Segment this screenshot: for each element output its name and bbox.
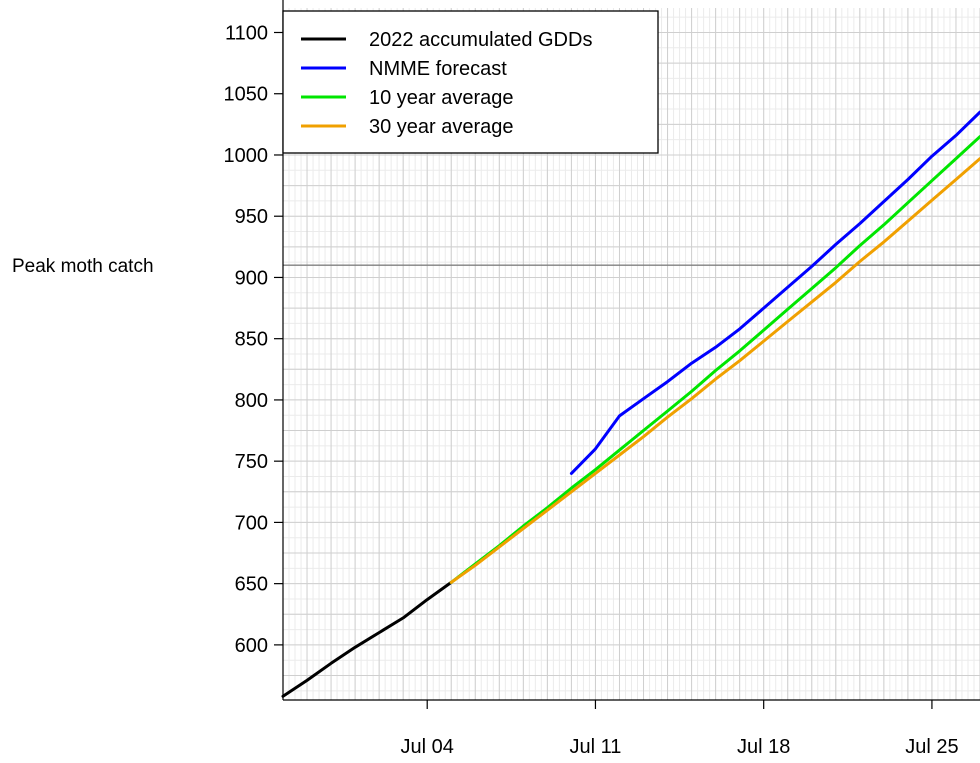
- y-tick-label: 800: [235, 390, 268, 412]
- y-tick-label: 1000: [224, 145, 269, 167]
- series-lines: [281, 110, 980, 698]
- series-line-1: [281, 580, 453, 698]
- y-tick-label: 600: [235, 635, 268, 657]
- y-tick-label: 750: [235, 451, 268, 473]
- series-line-4: [449, 157, 980, 584]
- legend-box: [282, 10, 659, 154]
- legend: 2022 accumulated GDDs NMME forecast 10 yea…: [282, 10, 659, 154]
- y-tick-label: 1050: [224, 84, 269, 106]
- x-tick-label: Jul 04: [401, 736, 454, 758]
- reference-line-label: Peak moth catch: [12, 256, 154, 277]
- y-tick-label: 950: [235, 206, 268, 228]
- axes: 600 650 700 750 800 850 900 950 1000 1050 1100 Jul …: [224, 0, 980, 758]
- x-tick-label: Jul 25: [905, 736, 958, 758]
- y-tick-label: 1100: [225, 22, 268, 44]
- y-tick-label: 700: [235, 512, 268, 534]
- legend-label: NMME forecast: [369, 58, 507, 80]
- legend-label: 10 year average: [369, 87, 514, 109]
- legend-label: 2022 accumulated GDDs: [369, 29, 592, 51]
- series-line-3: [449, 135, 980, 584]
- x-tick-label: Jul 18: [737, 736, 790, 758]
- y-tick-label: 650: [235, 574, 268, 596]
- legend-label: 30 year average: [369, 116, 514, 138]
- y-tick-label: 900: [235, 267, 268, 289]
- series-line-2: [569, 110, 980, 475]
- x-tick-label: Jul 11: [570, 736, 622, 758]
- y-tick-label: 850: [235, 329, 268, 351]
- reference-lines: Peak moth catch: [12, 256, 980, 277]
